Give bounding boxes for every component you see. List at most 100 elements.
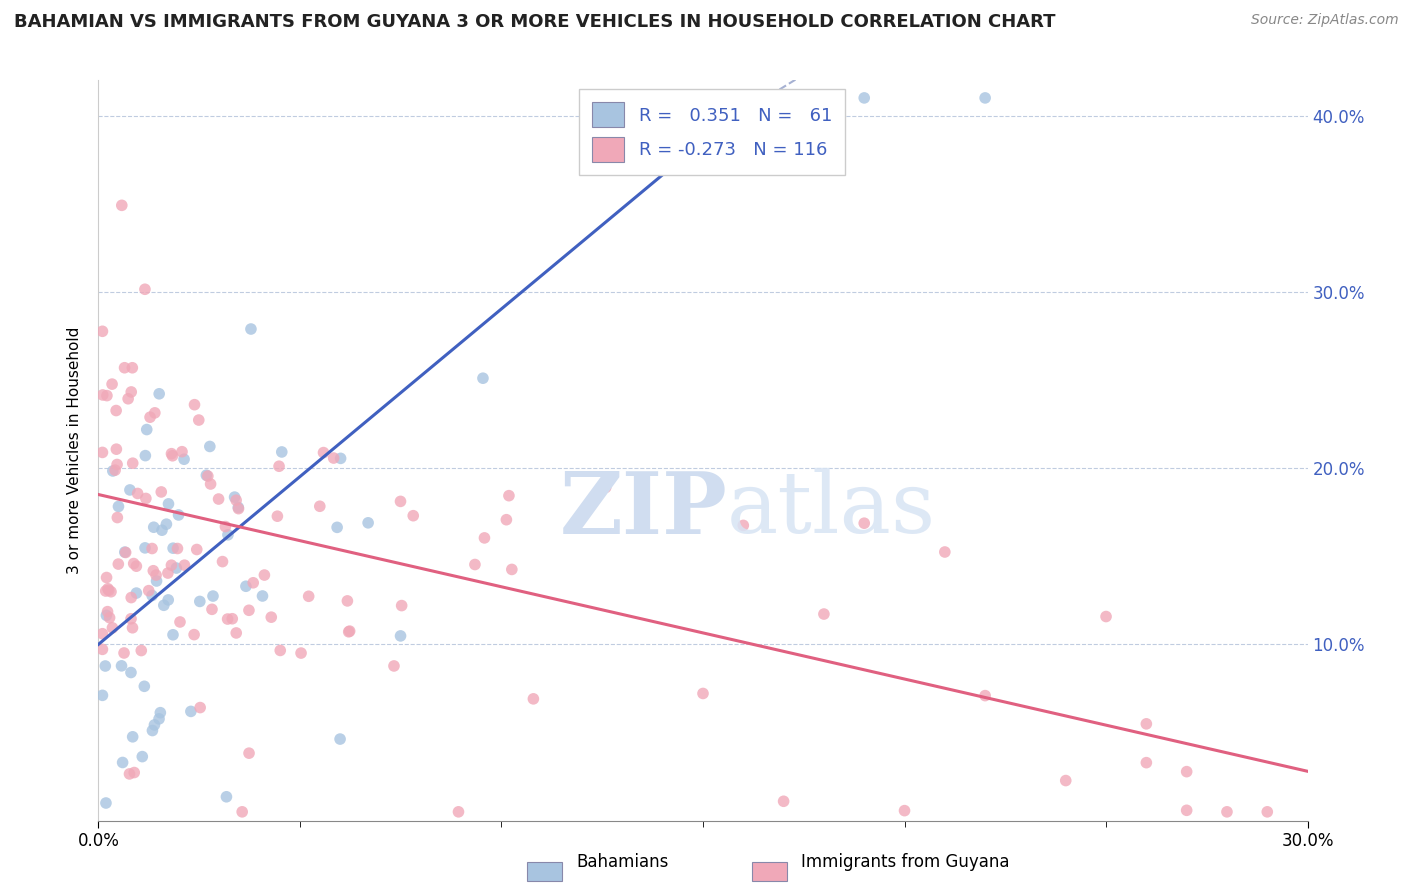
Point [153,599,176,613]
Point [134,541,156,555]
Point [186,542,208,557]
Point [183,627,205,641]
Point [183,398,205,412]
Point [120,591,142,605]
Point [125,586,148,600]
Point [391,599,413,613]
Point [188,700,211,714]
Point [329,732,352,747]
Point [100,584,122,599]
Point [149,706,172,720]
Point [692,686,714,700]
Point [155,517,177,532]
Point [107,500,129,514]
Point [121,360,143,375]
Point [312,445,335,459]
Point [91,388,114,402]
Point [111,756,134,770]
Text: Source: ZipAtlas.com: Source: ZipAtlas.com [1251,13,1399,28]
Point [197,469,219,483]
Point [160,447,183,461]
Point [382,659,405,673]
Point [173,558,195,573]
Point [200,477,222,491]
Point [733,518,755,533]
Point [290,646,312,660]
Point [1135,716,1157,731]
Point [96,570,118,584]
Text: Immigrants from Guyana: Immigrants from Guyana [801,854,1010,871]
Point [122,765,145,780]
Point [105,510,128,524]
Point [217,528,239,542]
Point [114,545,136,559]
Point [170,444,193,458]
Point [135,423,157,437]
Point [94,584,117,599]
Point [97,582,120,596]
Point [91,642,114,657]
Point [772,794,794,808]
Point [269,643,291,657]
Point [143,718,166,732]
Point [1175,764,1198,779]
Point [495,513,517,527]
Point [120,384,142,399]
Point [198,440,221,454]
Point [105,403,128,417]
Point [389,629,412,643]
Point [134,449,156,463]
Point [238,746,260,760]
Point [139,410,162,425]
Point [118,483,141,497]
Point [131,749,153,764]
Point [308,500,330,514]
Point [120,612,142,626]
Point [501,562,523,576]
Point [322,451,344,466]
Point [121,621,143,635]
Point [91,445,114,459]
Point [101,464,124,478]
Point [125,559,148,574]
Point [188,594,211,608]
Point [252,589,274,603]
Point [141,541,163,556]
Point [141,723,163,738]
Point [157,497,180,511]
Point [187,413,209,427]
Point [121,730,143,744]
Point [447,805,470,819]
Point [165,561,187,575]
Point [110,658,132,673]
Point [211,555,233,569]
Point [142,520,165,534]
Point [217,612,239,626]
Point [169,615,191,629]
Point [167,508,190,522]
Point [772,91,794,105]
Point [145,568,167,582]
Point [162,628,184,642]
Point [893,804,915,818]
Point [96,605,118,619]
Point [813,607,835,621]
Legend: R =   0.351   N =   61, R = -0.273   N = 116: R = 0.351 N = 61, R = -0.273 N = 116 [579,89,845,175]
Point [974,91,997,105]
Point [105,458,128,472]
Point [711,116,734,130]
Point [195,468,218,483]
Point [114,545,136,559]
Point [207,491,229,506]
Point [135,491,157,506]
Point [148,712,170,726]
Point [226,500,249,515]
Point [235,579,257,593]
Point [934,545,956,559]
Point [91,626,114,640]
Point [974,689,997,703]
Point [813,91,835,105]
Point [114,360,136,375]
Point [120,665,142,680]
Point [101,377,124,392]
